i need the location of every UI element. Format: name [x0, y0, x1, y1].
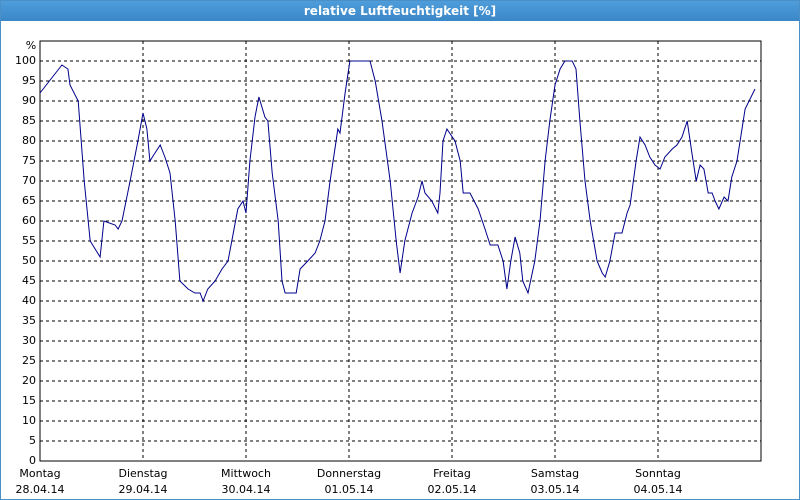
y-tick-label: 20 — [22, 374, 36, 387]
y-tick-label: 0 — [29, 454, 36, 467]
y-tick-label: 85 — [22, 114, 36, 127]
y-tick-label: 25 — [22, 354, 36, 367]
plot-frame — [39, 40, 762, 462]
y-tick-label: 95 — [22, 74, 36, 87]
x-date-label: 03.05.14 — [531, 483, 580, 496]
x-date-label: 28.04.14 — [16, 483, 65, 496]
x-tick-label: Montag — [19, 467, 60, 480]
y-unit: % — [26, 39, 36, 52]
y-tick-label: 35 — [22, 314, 36, 327]
y-tick-label: 50 — [22, 254, 36, 267]
x-date-label: 01.05.14 — [325, 483, 374, 496]
y-tick-label: 80 — [22, 134, 36, 147]
y-tick-label: 90 — [22, 94, 36, 107]
x-date-label: 29.04.14 — [119, 483, 168, 496]
x-date-label: 04.05.14 — [634, 483, 683, 496]
y-tick-label: 100 — [15, 54, 36, 67]
y-tick-label: 15 — [22, 394, 36, 407]
title-bar: relative Luftfeuchtigkeit [%] — [1, 1, 799, 21]
y-tick-label: 40 — [22, 294, 36, 307]
data-line — [39, 60, 756, 303]
x-tick-label: Sonntag — [635, 467, 681, 480]
x-tick-label: Freitag — [433, 467, 471, 480]
x-tick-label: Dienstag — [118, 467, 167, 480]
x-tick-label: Mittwoch — [221, 467, 271, 480]
x-date-label: 30.04.14 — [222, 483, 271, 496]
x-tick-label: Samstag — [531, 467, 579, 480]
y-tick-label: 55 — [22, 234, 36, 247]
y-tick-label: 60 — [22, 214, 36, 227]
y-tick-label: 65 — [22, 194, 36, 207]
x-tick-label: Donnerstag — [317, 467, 381, 480]
x-date-label: 02.05.14 — [428, 483, 477, 496]
y-tick-label: 75 — [22, 154, 36, 167]
y-tick-label: 45 — [22, 274, 36, 287]
y-tick-label: 30 — [22, 334, 36, 347]
y-tick-label: 70 — [22, 174, 36, 187]
y-tick-label: 10 — [22, 414, 36, 427]
y-tick-label: 5 — [29, 434, 36, 447]
